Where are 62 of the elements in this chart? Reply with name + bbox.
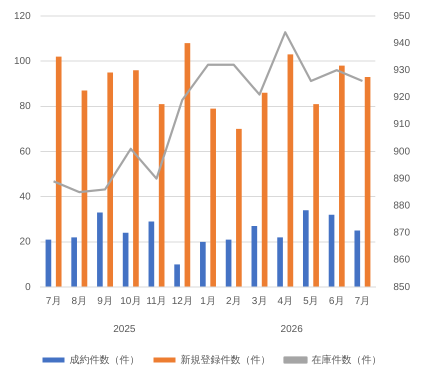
text: 2025	[113, 324, 136, 335]
x-tick-label: 10月	[120, 296, 142, 307]
y-tick-label: 60	[20, 146, 32, 158]
bar	[122, 232, 128, 286]
bar	[328, 214, 334, 286]
bar	[158, 104, 164, 286]
y2-tick-label: 930	[393, 64, 410, 76]
bar	[200, 242, 206, 286]
bar	[262, 92, 268, 286]
bar	[288, 54, 294, 286]
y-tick-label: 100	[14, 56, 32, 67]
bar	[97, 212, 103, 286]
bar	[302, 210, 309, 286]
bar	[277, 237, 283, 286]
y-tick-label: 40	[20, 191, 32, 202]
x-tick-label: 3月	[252, 296, 268, 307]
bar	[184, 43, 190, 286]
y2-tick-label: 890	[393, 173, 410, 184]
bar	[56, 56, 62, 286]
legend-label: 成約件数（件）	[70, 354, 140, 366]
x-tick-label: 11月	[146, 296, 167, 307]
y2-tick-label: 940	[393, 38, 410, 49]
x-tick-label: 9月	[97, 296, 113, 307]
y2-tick-label: 910	[393, 119, 410, 130]
bar	[46, 240, 52, 286]
x-tick-label: 5月	[303, 296, 319, 307]
bar	[174, 264, 180, 286]
y2-tick-label: 880	[393, 200, 410, 212]
bar	[226, 240, 232, 286]
bar	[354, 230, 360, 286]
y-tick-label: 80	[20, 101, 32, 112]
bar	[133, 70, 139, 286]
y-tick-label: 20	[20, 236, 32, 248]
bar	[148, 222, 154, 286]
x-tick-label: 12月	[172, 296, 193, 307]
bar	[252, 226, 258, 286]
bar	[82, 90, 88, 286]
x-tick-label: 2月	[226, 296, 242, 307]
bar	[71, 237, 77, 286]
x-tick-label: 7月	[354, 296, 370, 307]
y2-tick-label: 900	[393, 146, 410, 158]
bar	[107, 72, 114, 286]
x-tick-label: 8月	[72, 296, 88, 307]
x-tick-label: 6月	[328, 296, 344, 307]
y2-tick-label: 850	[393, 282, 410, 293]
bar	[364, 76, 370, 286]
y2-tick-label: 950	[393, 10, 410, 22]
text: 2026	[280, 324, 304, 335]
bar	[339, 66, 345, 286]
y-tick-label: 0	[25, 282, 32, 293]
bar	[210, 108, 216, 286]
legend-label: 在庫件数（件）	[312, 354, 382, 366]
x-tick-label: 4月	[277, 296, 294, 307]
y2-tick-label: 860	[393, 254, 410, 266]
legend-label: 新規登録件数（件）	[180, 354, 270, 366]
x-tick-label: 1月	[200, 296, 216, 307]
y2-tick-label: 870	[393, 228, 410, 239]
x-tick-label: 7月	[46, 296, 62, 307]
bar	[313, 104, 319, 286]
bar	[236, 128, 242, 286]
y2-tick-label: 920	[393, 92, 410, 104]
y-tick-label: 120	[14, 10, 32, 22]
